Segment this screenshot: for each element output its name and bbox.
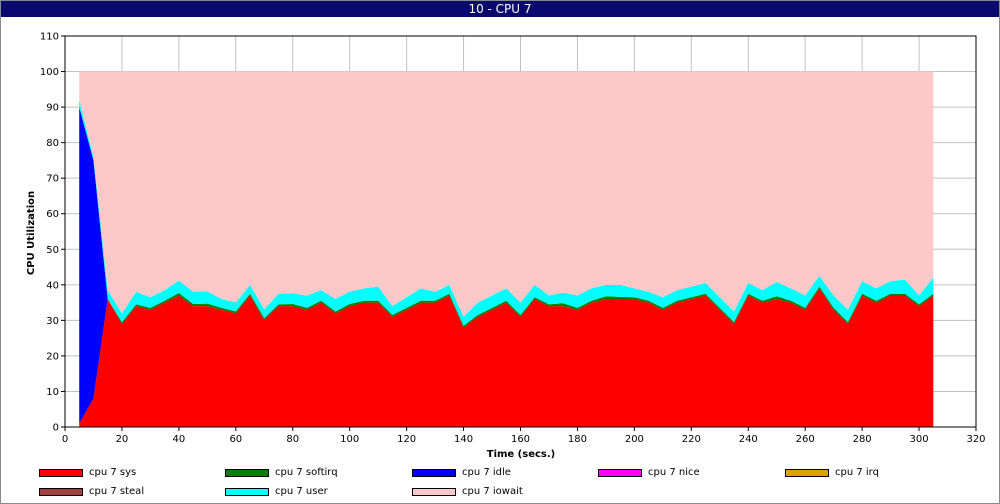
x-tick-label: 260 (796, 434, 815, 445)
x-tick-label: 100 (340, 434, 359, 445)
x-tick-label: 20 (116, 434, 129, 445)
legend-swatch (785, 469, 829, 477)
x-tick-label: 0 (62, 434, 68, 445)
axes: 0 10 20 30 40 50 60 70 80 90 100 110 0 20 40 60 80 100 120… (40, 32, 986, 446)
y-tick-label: 50 (46, 245, 59, 256)
y-tick-label: 100 (40, 67, 59, 78)
y-tick-label: 60 (46, 209, 59, 220)
legend-label: cpu 7 steal (89, 486, 145, 497)
x-tick-label: 120 (397, 434, 416, 445)
y-tick-label: 20 (46, 351, 59, 362)
x-tick-label: 80 (286, 434, 299, 445)
y-tick-label: 80 (46, 138, 59, 149)
legend-label: cpu 7 irq (835, 467, 879, 478)
legend-swatch (225, 488, 269, 496)
y-axis-title: CPU Utilization (26, 191, 37, 275)
series-area-cpu-7-sys (79, 288, 934, 427)
x-tick-label: 160 (511, 434, 530, 445)
legend-swatch (412, 488, 456, 496)
series-area-cpu-7-iowait (79, 71, 934, 317)
y-tick-label: 0 (53, 423, 59, 434)
y-tick-label: 30 (46, 316, 59, 327)
legend-swatch (39, 488, 83, 496)
x-tick-label: 240 (739, 434, 758, 445)
legend-label: cpu 7 idle (462, 467, 511, 478)
legend-label: cpu 7 sys (89, 467, 137, 478)
x-tick-label: 320 (966, 434, 985, 445)
x-tick-label: 140 (454, 434, 473, 445)
x-tick-label: 220 (682, 434, 701, 445)
y-tick-label: 90 (46, 103, 59, 114)
legend-label: cpu 7 user (275, 486, 328, 497)
x-tick-label: 40 (173, 434, 186, 445)
x-axis-title: Time (secs.) (487, 449, 556, 460)
legend-swatch (39, 469, 83, 477)
y-tick-label: 40 (46, 280, 59, 291)
x-tick-label: 60 (229, 434, 242, 445)
x-tick-label: 280 (853, 434, 872, 445)
legend-swatch (412, 469, 456, 477)
legend-label: cpu 7 nice (648, 467, 700, 478)
legend-label: cpu 7 iowait (462, 486, 523, 497)
stacked-areas (79, 71, 934, 427)
legend-label: cpu 7 softirq (275, 467, 338, 478)
y-tick-label: 70 (46, 174, 59, 185)
y-tick-label: 110 (40, 32, 59, 43)
cpu-utilization-chart: 0 10 20 30 40 50 60 70 80 90 100 110 0 20 40 60 80 100 120… (26, 32, 986, 461)
legend-swatch (598, 469, 642, 477)
x-tick-label: 200 (625, 434, 644, 445)
x-tick-label: 300 (910, 434, 929, 445)
window-title: 10 - CPU 7 (1, 1, 999, 17)
y-tick-label: 10 (46, 387, 59, 398)
x-tick-label: 180 (568, 434, 587, 445)
legend-swatch (225, 469, 269, 477)
